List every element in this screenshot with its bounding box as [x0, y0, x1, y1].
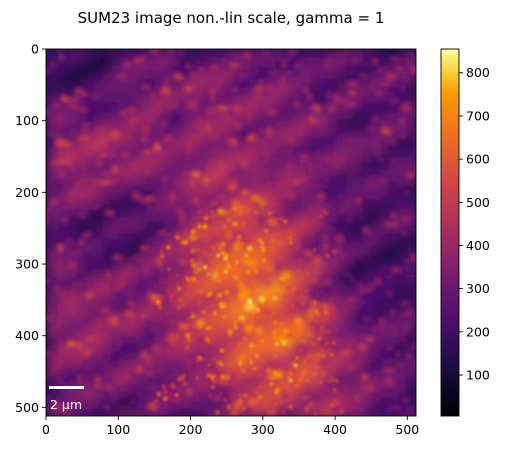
y-tick-label: 400 [15, 328, 39, 343]
colorbar-tick-label: 200 [466, 324, 490, 339]
colorbar-tick-label: 600 [466, 152, 490, 167]
y-tick-label: 500 [15, 400, 39, 415]
colorbar-ticks: 100 200 300 400 500 600 700 800 [459, 65, 490, 382]
colorbar-tick-label: 800 [466, 65, 490, 80]
x-tick-label: 0 [42, 422, 50, 437]
x-tick-label: 300 [251, 422, 275, 437]
heatmap-image [41, 45, 420, 419]
y-tick-label: 300 [15, 257, 39, 272]
x-tick-label: 100 [106, 422, 130, 437]
colorbar-gradient [441, 49, 459, 416]
x-tick-label: 500 [395, 422, 419, 437]
x-tick-label: 200 [179, 422, 203, 437]
x-axis: 0 100 200 300 400 500 [42, 416, 419, 437]
colorbar-tick-label: 300 [466, 281, 490, 296]
y-tick-label: 100 [15, 113, 39, 128]
colorbar: 100 200 300 400 500 600 700 800 [441, 49, 490, 416]
y-tick-label: 200 [15, 185, 39, 200]
x-tick-label: 400 [323, 422, 347, 437]
scale-bar-label: 2 µm [50, 397, 82, 412]
colorbar-tick-label: 500 [466, 195, 490, 210]
scale-bar-line [49, 386, 84, 389]
y-axis: 0 100 200 300 400 500 [15, 42, 46, 415]
y-tick-label: 0 [31, 42, 39, 57]
colorbar-tick-label: 400 [466, 238, 490, 253]
chart-title: SUM23 image non.-lin scale, gamma = 1 [78, 9, 385, 27]
colorbar-tick-label: 100 [466, 367, 490, 382]
colorbar-tick-label: 700 [466, 108, 490, 123]
